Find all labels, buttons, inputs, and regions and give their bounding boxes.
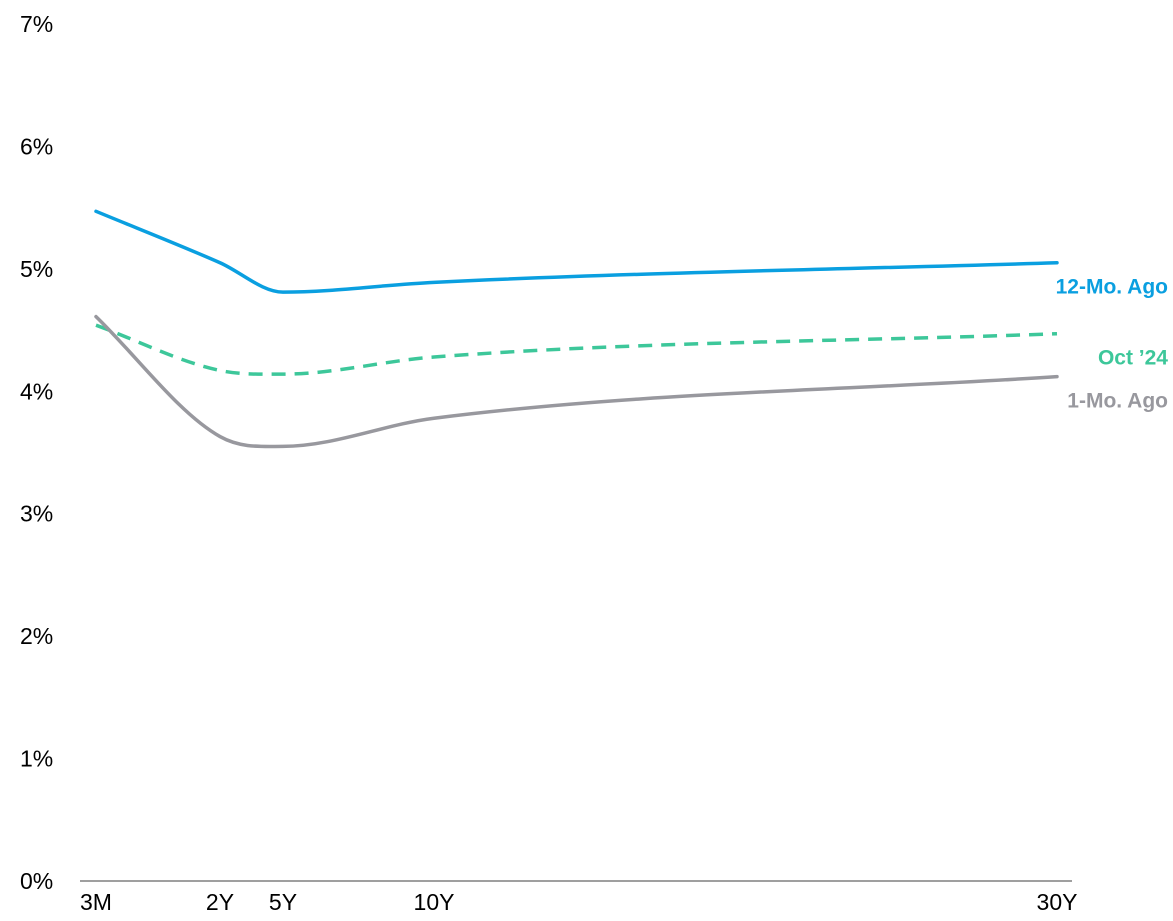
y-tick-label: 2% — [20, 623, 53, 649]
x-axis-ticks: 3M 2Y 5Y 10Y 30Y — [80, 889, 1077, 915]
series-line — [95, 323, 1058, 376]
x-tick-label: 5Y — [269, 889, 297, 915]
x-tick-label: 10Y — [414, 889, 455, 915]
y-tick-label: 5% — [20, 256, 53, 282]
y-tick-label: 4% — [20, 378, 53, 404]
y-tick-label: 6% — [20, 133, 53, 159]
x-tick-label: 3M — [80, 889, 112, 915]
series-line — [94, 209, 1059, 294]
series-label: 12-Mo. Ago — [1056, 276, 1168, 299]
series-line — [94, 314, 1059, 449]
y-tick-label: 0% — [20, 868, 53, 894]
y-axis-ticks: 0% 1% 2% 3% 4% 5% 6% 7% — [20, 11, 53, 894]
x-tick-label: 30Y — [1037, 889, 1078, 915]
series-label: 1-Mo. Ago — [1067, 390, 1168, 413]
y-tick-label: 7% — [20, 11, 53, 37]
y-tick-label: 3% — [20, 501, 53, 527]
series-labels: 12-Mo. Ago Oct ’24 1-Mo. Ago — [1056, 276, 1169, 413]
series-label: Oct ’24 — [1098, 347, 1168, 370]
series-lines — [94, 209, 1059, 449]
x-tick-label: 2Y — [206, 889, 234, 915]
y-tick-label: 1% — [20, 746, 53, 772]
